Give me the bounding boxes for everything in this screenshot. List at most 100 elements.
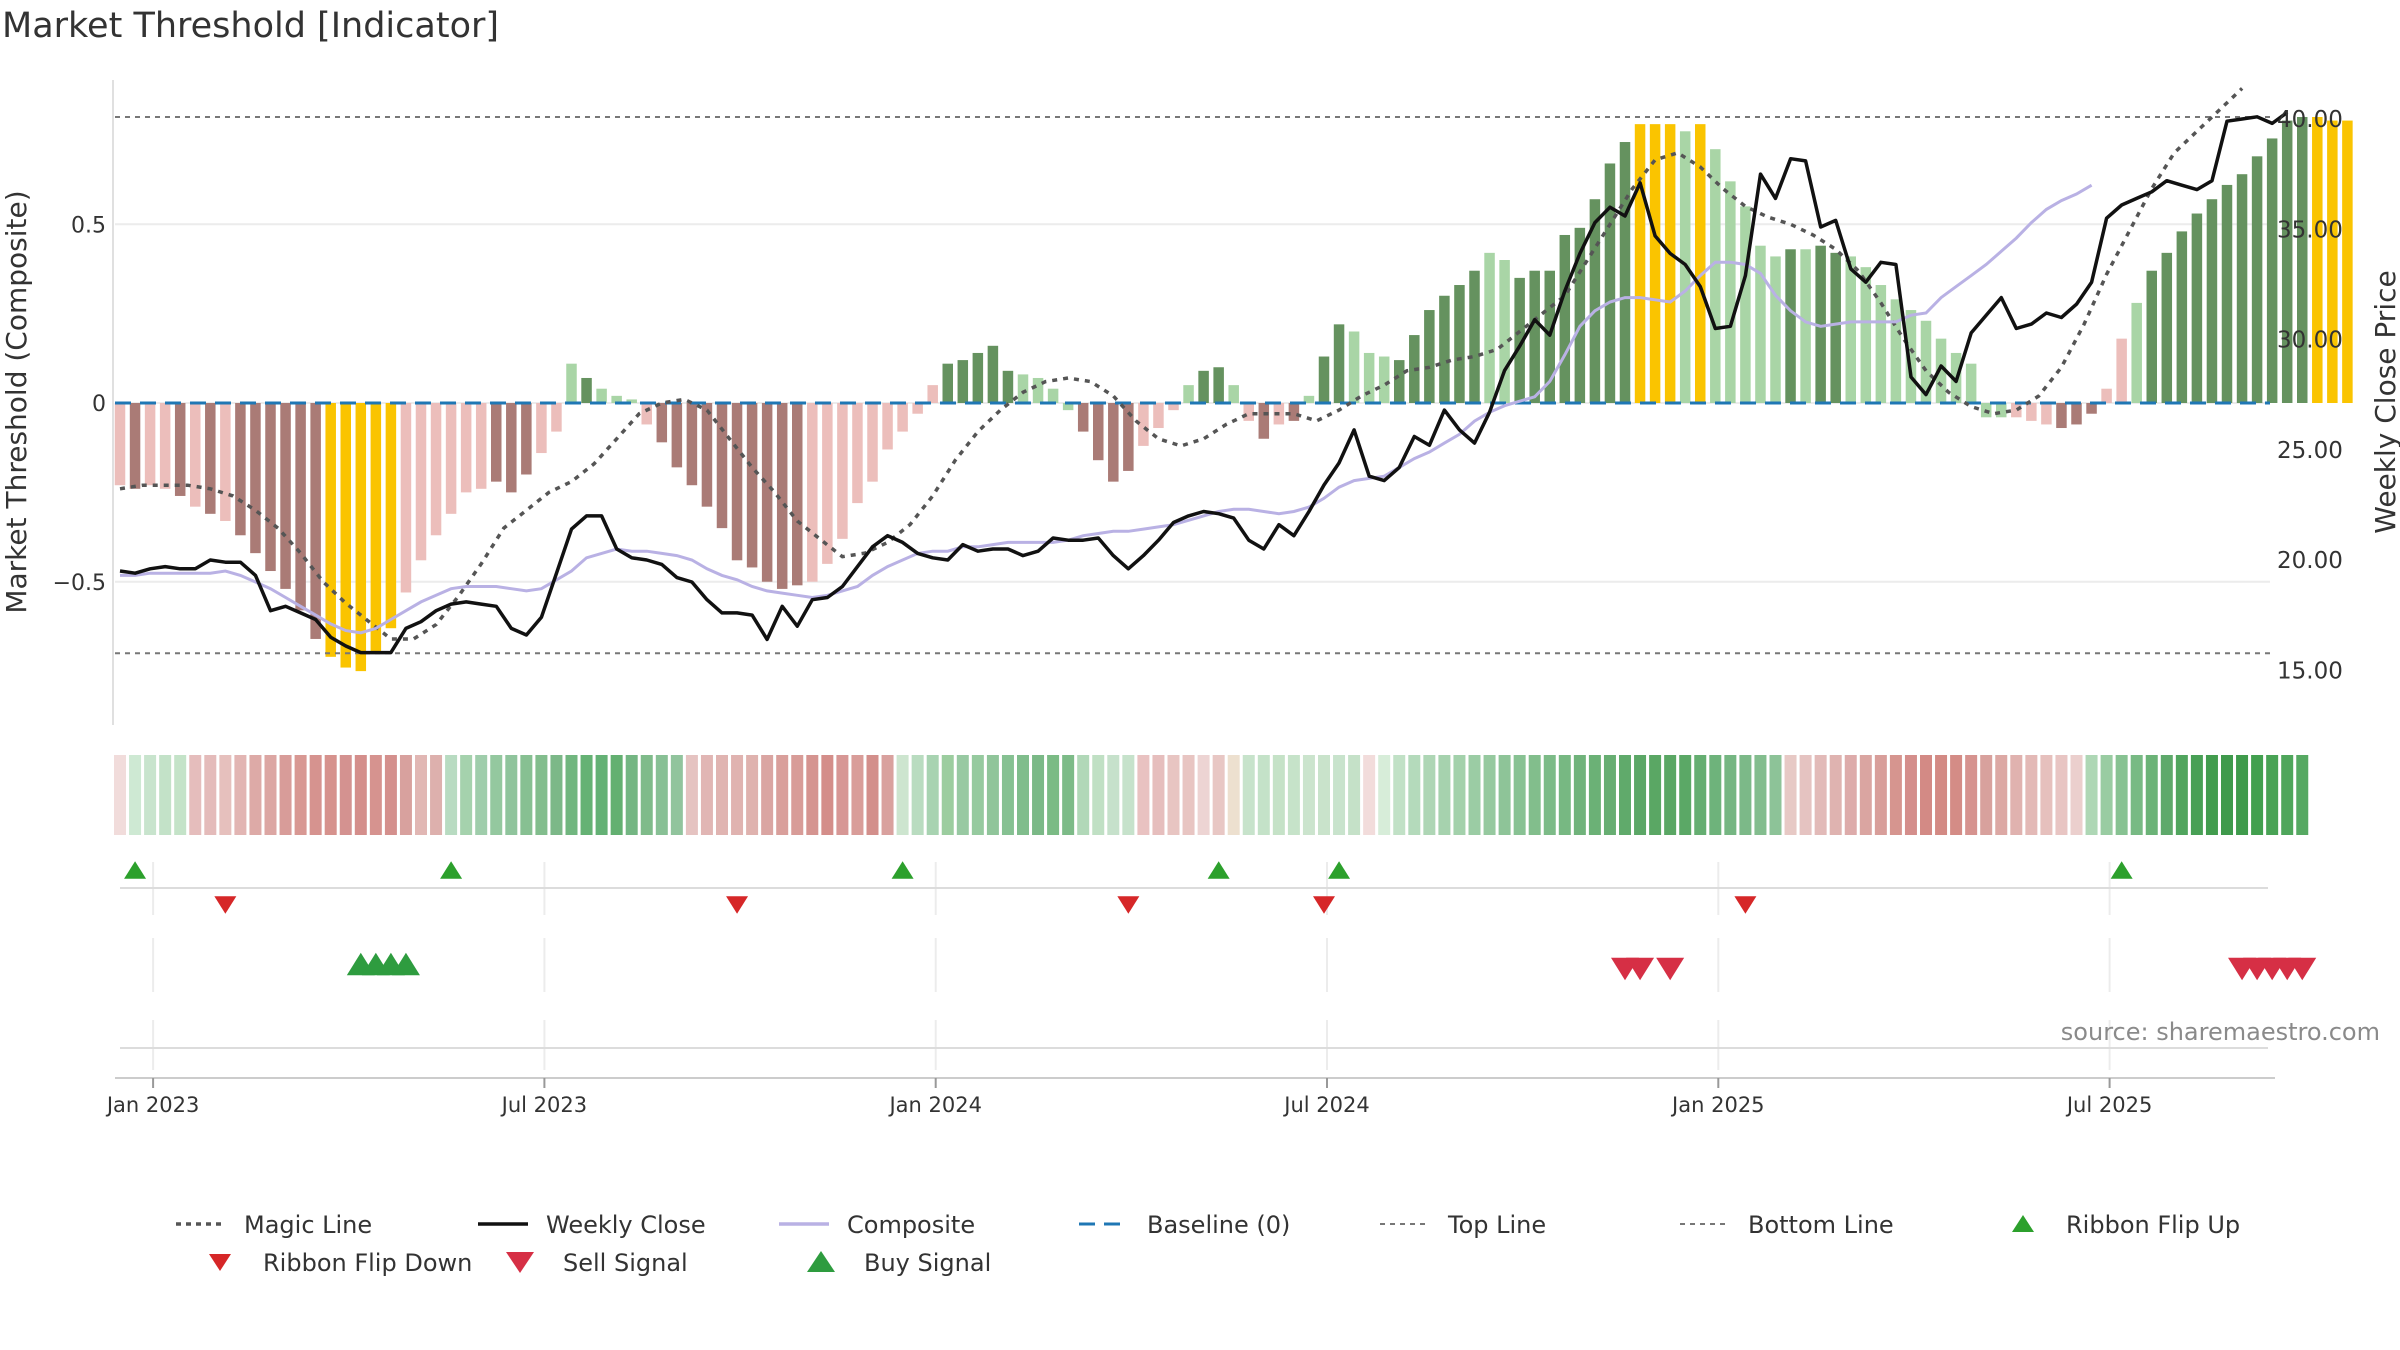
composite-bar (1093, 403, 1104, 461)
composite-bar (1514, 277, 1525, 403)
ribbon-cell (1799, 755, 1812, 835)
composite-bar (1168, 403, 1179, 411)
composite-bar (2011, 403, 2022, 418)
ribbon-cell (806, 755, 819, 835)
composite-bar (355, 403, 367, 672)
composite-bar (1619, 142, 1631, 403)
ribbon-cell (1664, 755, 1677, 835)
composite-bar (1890, 299, 1902, 403)
composite-bar (190, 403, 201, 507)
ribbon-cell (264, 755, 277, 835)
ribbon-cell (1558, 755, 1571, 835)
ribbon-cell (1634, 755, 1647, 835)
composite-bar (716, 403, 728, 529)
ribbon-flip-down-marker (214, 896, 237, 914)
ribbon-cell (1348, 755, 1361, 835)
composite-bar (536, 403, 547, 454)
ribbon-cell (1408, 755, 1421, 835)
composite-bar (129, 403, 141, 489)
composite-bar (2236, 174, 2248, 403)
legend-item-magic: Magic Line (176, 1211, 372, 1239)
composite-bar (265, 403, 276, 572)
ribbon-cell (204, 755, 217, 835)
ribbon-cell (1122, 755, 1135, 835)
composite-bar (1559, 234, 1571, 403)
ribbon-cell (2266, 755, 2279, 835)
ribbon-cell (881, 755, 894, 835)
ribbon-cell (836, 755, 849, 835)
ribbon-cell (249, 755, 262, 835)
ribbon-cell (1032, 755, 1045, 835)
ribbon-cell (655, 755, 668, 835)
composite-bar (1077, 403, 1089, 432)
ribbon-cell (2205, 755, 2218, 835)
composite-bar (1574, 227, 1586, 403)
legend-label: Buy Signal (864, 1249, 991, 1277)
ribbon-cell (1212, 755, 1225, 835)
composite-bar (867, 403, 878, 482)
axes (112, 80, 2275, 1088)
composite-bar (1604, 163, 1616, 403)
ribbon-cell (339, 755, 352, 835)
ribbon-cell (1844, 755, 1857, 835)
legend-label: Composite (847, 1211, 975, 1239)
composite-bar (686, 403, 698, 486)
composite-bar (475, 403, 487, 489)
ribbon-cell (2281, 755, 2294, 835)
ribbon-cell (1995, 755, 2008, 835)
composite-line (120, 183, 2093, 635)
composite-bar (626, 399, 637, 403)
composite-bar (822, 403, 833, 564)
ribbon-cell (1543, 755, 1556, 835)
ribbon-cell (1950, 755, 1963, 835)
composite-bar (746, 403, 758, 568)
ribbon-cell (2100, 755, 2113, 835)
composite-bar (1664, 124, 1676, 404)
legend: Magic Line Weekly Close Composite Baseline … (176, 1211, 2240, 1277)
composite-bar (1815, 245, 1826, 403)
ribbon-cell (1724, 755, 1737, 835)
ribbon-cell (1378, 755, 1391, 835)
ribbon-cell (520, 755, 533, 835)
ribbon-cell (1920, 755, 1932, 835)
composite-bar (159, 403, 171, 489)
ribbon-cell (1287, 755, 1300, 835)
ribbon-cell (114, 755, 126, 835)
composite-bar (1378, 356, 1390, 403)
ribbon-flip-up-marker (891, 861, 914, 879)
right-axis-title: Weekly Close Price (2369, 270, 2400, 533)
legend-label: Ribbon Flip Up (2066, 1211, 2240, 1239)
ribbon-cell (866, 755, 879, 835)
composite-bar (611, 395, 622, 403)
ribbon-cell (746, 755, 759, 835)
x-tick-label: Jul 2025 (2065, 1093, 2152, 1117)
legend-label: Bottom Line (1748, 1211, 1894, 1239)
ribbon-cell (1754, 755, 1767, 835)
composite-bar (521, 403, 532, 475)
ribbon-cell (460, 755, 473, 835)
ribbon-cell (1272, 755, 1285, 835)
sell-signal-marker (1656, 957, 1685, 981)
ribbon-cell (2296, 755, 2309, 835)
composite-bar (1710, 149, 1721, 403)
legend-item-baseline: Baseline (0) (1079, 1211, 1290, 1239)
ribbon-cell (2130, 755, 2143, 835)
legend-item-composite: Composite (779, 1211, 975, 1239)
composite-bar (1469, 270, 1480, 403)
right-tick-label: 30.00 (2277, 328, 2343, 354)
ribbon-cell (384, 755, 397, 835)
ribbon-cell (625, 755, 638, 835)
ribbon-cell (189, 755, 202, 835)
composite-bar (445, 403, 457, 514)
composite-bar (1800, 249, 1811, 403)
composite-bar (927, 385, 938, 403)
x-tick-label: Jul 2023 (500, 1093, 587, 1117)
composite-bar (701, 403, 713, 507)
ribbon-cell (159, 755, 172, 835)
ribbon-cell (1904, 755, 1917, 835)
composite-bar (1258, 403, 1270, 439)
composite-bar (731, 403, 743, 561)
ribbon-cell (1784, 755, 1797, 835)
ribbon-cell (1438, 755, 1451, 835)
ribbon-cell (1197, 755, 1210, 835)
